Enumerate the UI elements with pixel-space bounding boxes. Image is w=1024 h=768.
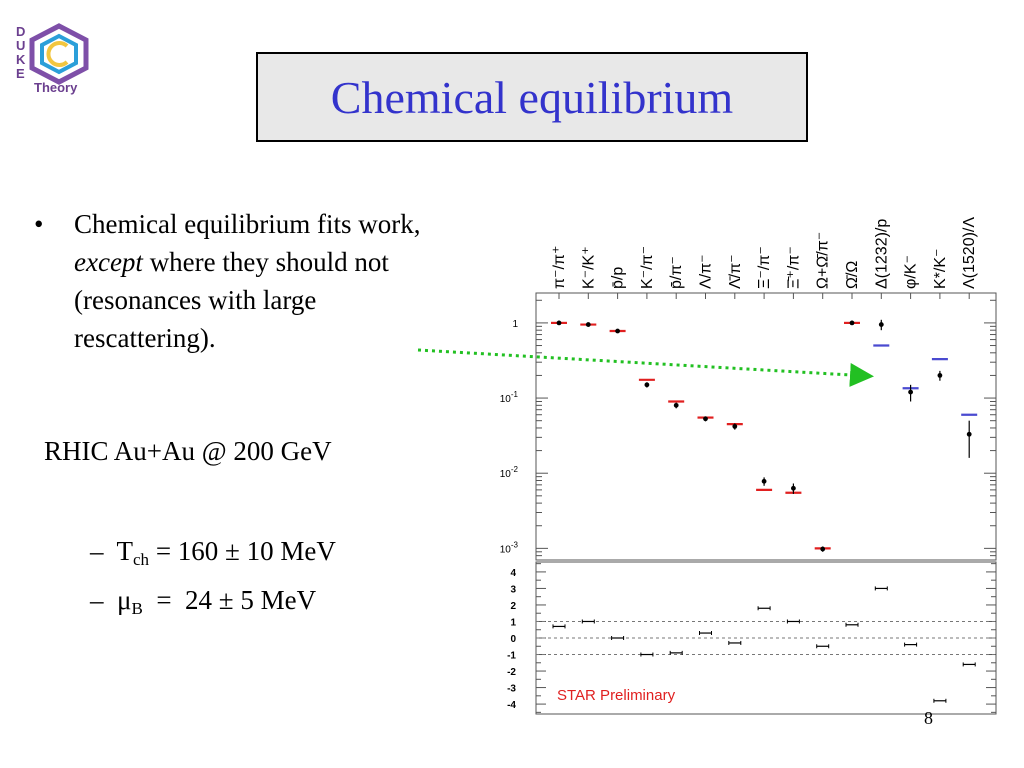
- title-box: Chemical equilibrium: [256, 52, 808, 142]
- category-label: p̄/π⁻: [668, 256, 685, 289]
- y-tick-label: 0: [510, 634, 516, 645]
- data-point: [937, 373, 943, 378]
- logo-letter-k: K: [16, 52, 26, 67]
- category-label: Ω̄/Ω: [844, 261, 861, 289]
- category-label: p̄/p: [610, 267, 627, 289]
- param-subscript: ch: [133, 550, 150, 569]
- logo-letter-u: U: [16, 38, 25, 53]
- data-point: [732, 423, 738, 429]
- data-point: [703, 416, 708, 422]
- y-tick-label: 4: [510, 568, 516, 579]
- y-tick-label: 3: [510, 584, 516, 595]
- param-value: = 160 ± 10 MeV: [149, 536, 336, 566]
- green-dotted-arrow: [417, 348, 874, 387]
- logo-text: Theory: [34, 80, 78, 95]
- category-label: π⁻/π⁺: [551, 246, 568, 289]
- param-temperature: – Tch = 160 ± 10 MeV: [90, 536, 336, 570]
- logo-letter-e: E: [16, 66, 25, 81]
- data-point: [966, 431, 972, 437]
- category-label: Ξ⁻/π⁻: [756, 246, 773, 289]
- category-label: Δ(1232)/p: [873, 219, 890, 289]
- data-point: [791, 485, 796, 491]
- y-tick-label: 10-1: [500, 390, 519, 405]
- data-point: [556, 320, 562, 326]
- bullet-item: • Chemical equilibrium fits work, except…: [30, 205, 450, 357]
- bullet-text-part-2: where they should not (resonances with l…: [74, 247, 389, 353]
- data-point: [878, 322, 884, 327]
- star-preliminary-label: STAR Preliminary: [557, 687, 676, 704]
- y-tick-label: -3: [507, 684, 516, 695]
- category-label: Λ̄/π⁻: [727, 254, 744, 289]
- rhic-label: RHIC Au+Au @ 200 GeV: [44, 436, 332, 466]
- param-value: = 24 ± 5 MeV: [142, 585, 317, 615]
- category-label: Λ/π⁻: [698, 254, 715, 289]
- bullet-list: • Chemical equilibrium fits work, except…: [30, 205, 450, 357]
- category-label: K⁻/K⁺: [580, 246, 597, 289]
- param-dash: –: [90, 536, 104, 566]
- category-label: Ξ̄⁺/π⁻: [785, 246, 802, 289]
- data-point: [644, 382, 650, 388]
- bullet-emphasis: except: [74, 247, 143, 277]
- y-tick-label: -1: [507, 651, 516, 662]
- y-tick-label: 10-3: [500, 540, 519, 555]
- y-tick-label: 1: [512, 319, 518, 330]
- param-subscript: B: [131, 599, 143, 618]
- data-point: [849, 320, 855, 326]
- data-point: [615, 328, 620, 334]
- y-tick-label: -2: [507, 667, 516, 678]
- data-point: [673, 402, 679, 408]
- category-label: φ/K⁻: [903, 255, 920, 289]
- page-number: 8: [924, 708, 933, 728]
- duke-theory-logo: D U K E Theory: [16, 23, 89, 95]
- bullet-text: Chemical equilibrium fits work, except w…: [74, 205, 450, 357]
- bullet-dot-icon: •: [34, 209, 44, 239]
- y-tick-label: 10-2: [500, 465, 519, 480]
- data-point: [761, 478, 767, 484]
- param-chemical-potential: – μB = 24 ± 5 MeV: [90, 585, 316, 619]
- top-plot-frame: [535, 292, 997, 561]
- page-title: Chemical equilibrium: [330, 71, 734, 123]
- bullet-text-part-1: Chemical equilibrium fits work,: [74, 209, 421, 239]
- logo-cube-icon: [29, 23, 89, 85]
- y-tick-label: 1: [510, 617, 516, 628]
- logo-letter-d: D: [16, 24, 25, 39]
- param-symbol: μ: [117, 585, 132, 615]
- param-dash: –: [90, 585, 104, 615]
- data-point: [585, 322, 591, 327]
- category-label: Ω+Ω̄/π⁻: [815, 232, 832, 289]
- data-point: [908, 389, 913, 395]
- category-label: Λ(1520)/Λ: [961, 217, 978, 289]
- y-tick-label: 2: [510, 601, 516, 612]
- y-tick-label: -4: [507, 700, 516, 711]
- data-point: [820, 546, 826, 552]
- param-symbol: T: [116, 536, 134, 566]
- category-label: K*/K⁻: [932, 249, 949, 289]
- category-label: K⁻/π⁻: [639, 246, 656, 289]
